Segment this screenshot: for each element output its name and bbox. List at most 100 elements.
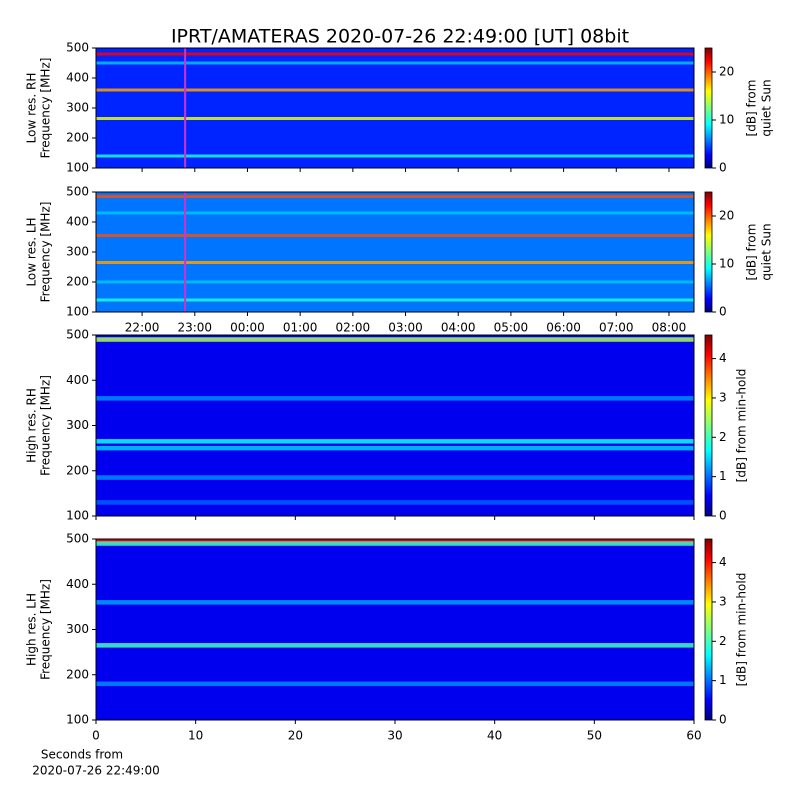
colorbar-tick-label: 4 (719, 555, 727, 569)
colorbar-label: [dB] from min-hold (735, 369, 749, 483)
y-tick-label: 400 (66, 71, 89, 85)
y-tick-label: 300 (66, 418, 89, 432)
x-tick-label: 05:00 (494, 321, 529, 335)
emission-band (96, 337, 694, 342)
x-tick-label: 08:00 (652, 321, 687, 335)
x-axis-label: 2020-07-26 22:49:00 (32, 764, 159, 778)
colorbar-tick-label: 3 (719, 390, 727, 404)
x-tick-label: 23:00 (177, 321, 212, 335)
x-tick-label: 0 (92, 729, 100, 743)
colorbar (704, 191, 713, 313)
x-tick-label: 03:00 (388, 321, 423, 335)
emission-band (96, 681, 694, 687)
x-tick-label: 60 (686, 729, 701, 743)
y-tick-label: 500 (66, 185, 89, 199)
emission-band (96, 61, 694, 65)
colorbar-tick-label: 1 (719, 469, 727, 483)
y-axis-label: Frequency [MHz] (39, 375, 53, 476)
colorbar-tick-label: 2 (719, 634, 727, 648)
x-axis-label: Seconds from (41, 748, 123, 762)
colorbar-tick-label: 3 (719, 594, 727, 608)
y-tick-label: 500 (66, 41, 89, 55)
y-axis-label: Low res. LH (25, 217, 39, 286)
colorbar-label: quiet Sun (760, 223, 774, 280)
y-tick-label: 400 (66, 215, 89, 229)
colorbar-tick-label: 20 (719, 65, 734, 79)
y-tick-label: 100 (66, 713, 89, 727)
colorbar-label: [dB] from (745, 224, 759, 281)
emission-band (96, 600, 694, 605)
emission-band (96, 234, 694, 237)
x-tick-label: 04:00 (441, 321, 476, 335)
colorbar (704, 47, 713, 169)
x-tick-label: 00:00 (230, 321, 265, 335)
y-tick-label: 200 (66, 667, 89, 681)
colorbar (704, 334, 713, 517)
x-tick-label: 02:00 (336, 321, 371, 335)
figure-title: IPRT/AMATERAS 2020-07-26 22:49:00 [UT] 0… (171, 26, 629, 48)
colorbar-tick-label: 10 (719, 257, 734, 271)
spectrogram-background (96, 48, 694, 168)
y-axis-label: High res. RH (25, 388, 39, 463)
y-axis-label: Frequency [MHz] (39, 58, 53, 159)
colorbar-tick-label: 2 (719, 430, 727, 444)
y-tick-label: 400 (66, 577, 89, 591)
y-tick-label: 500 (66, 532, 89, 546)
x-tick-label: 06:00 (546, 321, 581, 335)
colorbar (704, 538, 713, 721)
y-tick-label: 500 (66, 328, 89, 342)
emission-band (96, 396, 694, 401)
spectrogram-background (96, 539, 694, 720)
colorbar-tick-label: 0 (719, 713, 727, 727)
emission-band (96, 52, 694, 56)
y-tick-label: 100 (66, 305, 89, 319)
emission-band (96, 195, 694, 198)
emission-band (96, 211, 694, 215)
y-tick-label: 100 (66, 161, 89, 175)
emission-band (96, 541, 694, 546)
emission-band (96, 445, 694, 451)
y-tick-label: 200 (66, 131, 89, 145)
emission-band (96, 439, 694, 444)
y-axis-label: Frequency [MHz] (39, 202, 53, 303)
colorbar-tick-label: 0 (719, 305, 727, 319)
colorbar-label: [dB] from min-hold (735, 573, 749, 687)
colorbar-tick-label: 0 (719, 509, 727, 523)
colorbar-tick-label: 20 (719, 209, 734, 223)
x-tick-label: 30 (387, 729, 402, 743)
colorbar-tick-label: 1 (719, 673, 727, 687)
y-axis-label: Frequency [MHz] (39, 579, 53, 680)
colorbar-label: quiet Sun (760, 79, 774, 136)
y-tick-label: 300 (66, 101, 89, 115)
emission-band (96, 475, 694, 480)
emission-band (96, 500, 694, 505)
x-tick-label: 20 (288, 729, 303, 743)
x-tick-label: 10 (188, 729, 203, 743)
y-axis-label: High res. LH (25, 593, 39, 666)
emission-band (96, 154, 694, 158)
y-axis-label: Low res. RH (25, 73, 39, 144)
y-tick-label: 300 (66, 622, 89, 636)
x-tick-label: 22:00 (125, 321, 160, 335)
emission-band (96, 280, 694, 284)
colorbar-tick-label: 0 (719, 161, 727, 175)
x-tick-label: 40 (487, 729, 502, 743)
emission-band (96, 88, 694, 92)
y-tick-label: 200 (66, 275, 89, 289)
x-tick-label: 50 (587, 729, 602, 743)
colorbar-tick-label: 10 (719, 113, 734, 127)
spectrogram-background (96, 335, 694, 516)
y-tick-label: 100 (66, 509, 89, 523)
x-tick-label: 01:00 (283, 321, 318, 335)
emission-band (96, 298, 694, 302)
colorbar-label: [dB] from (745, 80, 759, 137)
y-tick-label: 400 (66, 373, 89, 387)
y-tick-label: 300 (66, 245, 89, 259)
x-tick-label: 07:00 (599, 321, 634, 335)
emission-band (96, 643, 694, 648)
colorbar-tick-label: 4 (719, 351, 727, 365)
emission-band (96, 117, 694, 120)
y-tick-label: 200 (66, 463, 89, 477)
emission-band (96, 261, 694, 264)
